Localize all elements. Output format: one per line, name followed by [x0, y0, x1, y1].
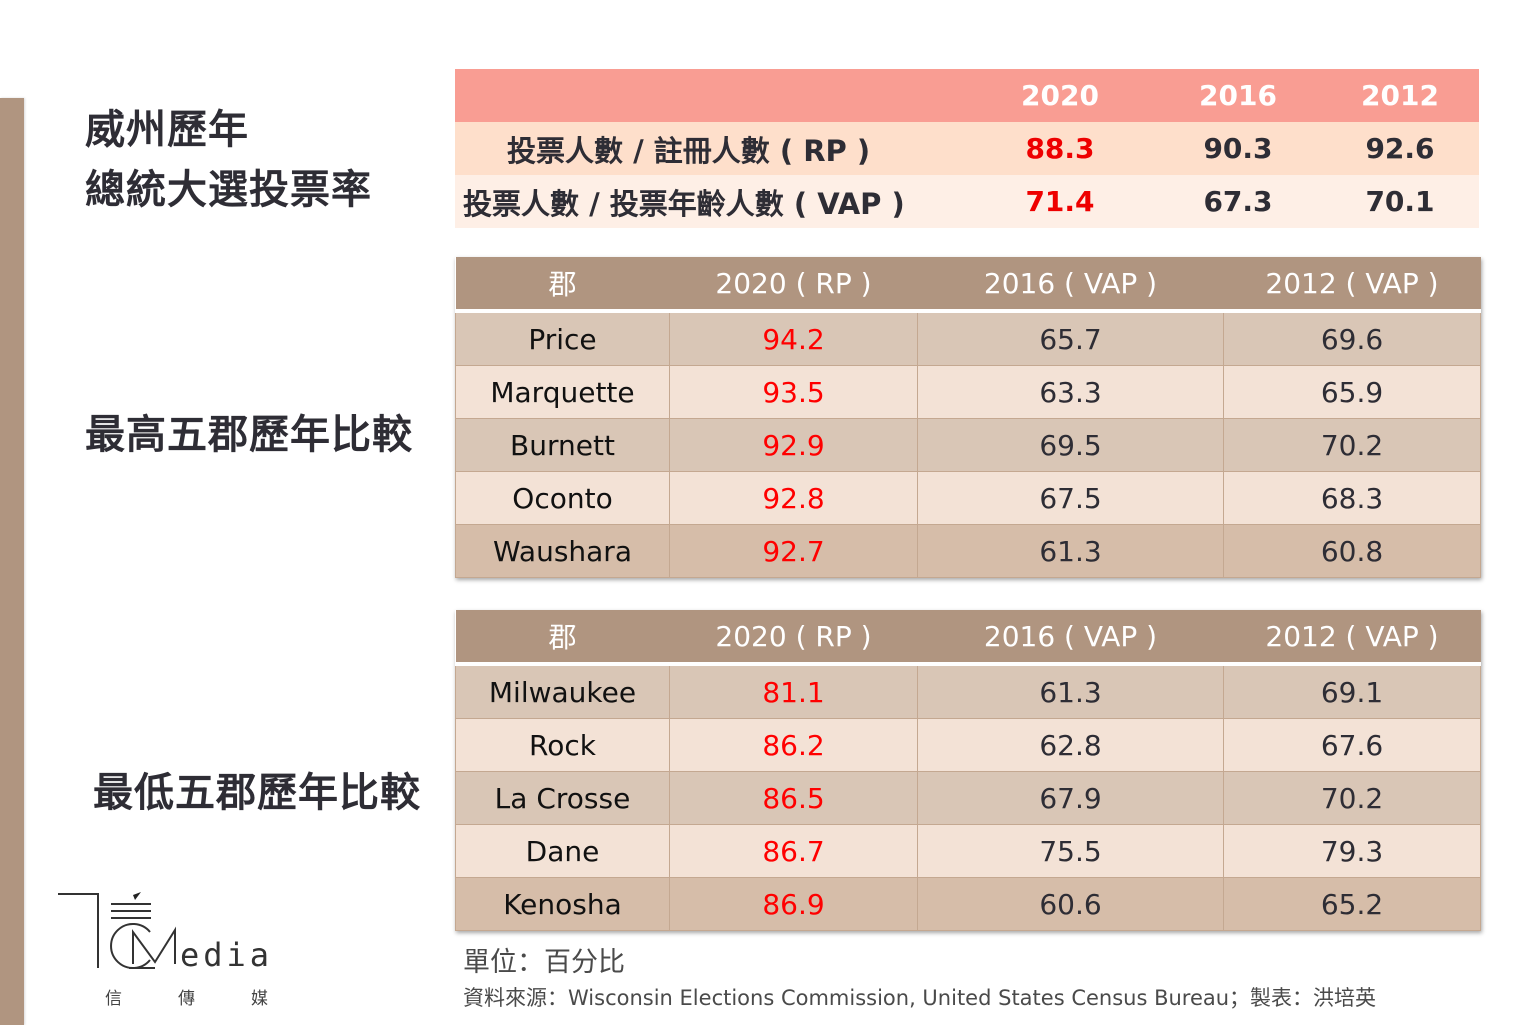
summary-header-2020: 2020: [965, 69, 1155, 122]
turnout-2016: 75.5: [917, 824, 1224, 878]
summary-value-2016: 90.3: [1155, 122, 1321, 175]
turnout-2016: 67.5: [917, 471, 1224, 525]
turnout-2012: 70.2: [1223, 771, 1481, 825]
county-name: Burnett: [455, 418, 670, 472]
turnout-2020: 86.7: [669, 824, 918, 878]
summary-header-2012: 2012: [1321, 69, 1479, 122]
turnout-2020: 81.1: [669, 663, 918, 719]
turnout-2020: 94.2: [669, 310, 918, 366]
main-title: 威州歷年 總統大選投票率: [85, 100, 372, 220]
summary-turnout-table: 2020 2016 2012 投票人數 / 註冊人數 ( RP ) 88.3 9…: [455, 69, 1479, 228]
county-name: Waushara: [455, 524, 670, 578]
county-row: La Crosse 86.5 67.9 70.2: [455, 771, 1481, 825]
turnout-2012: 67.6: [1223, 718, 1481, 772]
header-2020-rp: 2020 ( RP ): [669, 610, 918, 666]
turnout-2016: 61.3: [917, 663, 1224, 719]
turnout-2016: 67.9: [917, 771, 1224, 825]
turnout-2016: 63.3: [917, 365, 1224, 419]
turnout-2016: 62.8: [917, 718, 1224, 772]
low5-title: 最低五郡歷年比較: [93, 770, 421, 816]
turnout-2020: 86.5: [669, 771, 918, 825]
top5-header-row: 郡 2020 ( RP ) 2016 ( VAP ) 2012 ( VAP ): [455, 257, 1481, 313]
county-row: Kenosha 86.9 60.6 65.2: [455, 877, 1481, 931]
low5-header-row: 郡 2020 ( RP ) 2016 ( VAP ) 2012 ( VAP ): [455, 610, 1481, 666]
turnout-2016: 65.7: [917, 310, 1224, 366]
summary-header-row: 2020 2016 2012: [455, 69, 1479, 122]
turnout-2020: 92.8: [669, 471, 918, 525]
header-county: 郡: [455, 257, 670, 313]
county-row: Rock 86.2 62.8 67.6: [455, 718, 1481, 772]
summary-header-2016: 2016: [1155, 69, 1321, 122]
summary-row-rp: 投票人數 / 註冊人數 ( RP ) 88.3 90.3 92.6: [455, 122, 1479, 175]
logo-cn-char: 傳: [178, 989, 195, 1009]
summary-value-2012: 70.1: [1321, 175, 1479, 228]
county-name: Kenosha: [455, 877, 670, 931]
county-row: Dane 86.7 75.5 79.3: [455, 824, 1481, 878]
turnout-2016: 61.3: [917, 524, 1224, 578]
turnout-2012: 65.2: [1223, 877, 1481, 931]
turnout-2020: 86.9: [669, 877, 918, 931]
top5-title: 最高五郡歷年比較: [85, 412, 413, 458]
header-2016-vap: 2016 ( VAP ): [917, 257, 1224, 313]
header-2016-vap: 2016 ( VAP ): [917, 610, 1224, 666]
county-row: Waushara 92.7 61.3 60.8: [455, 524, 1481, 578]
county-row: Milwaukee 81.1 61.3 69.1: [455, 663, 1481, 719]
low5-county-table: 郡 2020 ( RP ) 2016 ( VAP ) 2012 ( VAP ) …: [455, 610, 1481, 931]
header-2012-vap: 2012 ( VAP ): [1223, 610, 1481, 666]
county-row: Price 94.2 65.7 69.6: [455, 310, 1481, 366]
cm-media-logo: edia 信 傳 媒: [55, 890, 285, 1010]
main-title-line2: 總統大選投票率: [85, 167, 372, 213]
county-name: La Crosse: [455, 771, 670, 825]
turnout-2012: 68.3: [1223, 471, 1481, 525]
header-2012-vap: 2012 ( VAP ): [1223, 257, 1481, 313]
summary-value-2012: 92.6: [1321, 122, 1479, 175]
logo-cn-char: 信: [105, 989, 122, 1009]
turnout-2012: 69.6: [1223, 310, 1481, 366]
turnout-2016: 60.6: [917, 877, 1224, 931]
top5-county-table: 郡 2020 ( RP ) 2016 ( VAP ) 2012 ( VAP ) …: [455, 257, 1481, 578]
turnout-2012: 70.2: [1223, 418, 1481, 472]
county-row: Burnett 92.9 69.5 70.2: [455, 418, 1481, 472]
county-row: Marquette 93.5 63.3 65.9: [455, 365, 1481, 419]
summary-value-2020: 71.4: [965, 175, 1155, 228]
side-accent-bar: [0, 98, 24, 1025]
header-2020-rp: 2020 ( RP ): [669, 257, 918, 313]
county-name: Dane: [455, 824, 670, 878]
turnout-2020: 92.9: [669, 418, 918, 472]
county-name: Price: [455, 310, 670, 366]
county-name: Milwaukee: [455, 663, 670, 719]
turnout-2012: 69.1: [1223, 663, 1481, 719]
logo-mark-icon: [58, 892, 176, 969]
logo-cn-char: 媒: [251, 989, 268, 1009]
logo-word: edia: [180, 936, 274, 974]
turnout-2012: 79.3: [1223, 824, 1481, 878]
turnout-2012: 65.9: [1223, 365, 1481, 419]
turnout-2020: 92.7: [669, 524, 918, 578]
turnout-2020: 86.2: [669, 718, 918, 772]
summary-value-2016: 67.3: [1155, 175, 1321, 228]
county-name: Oconto: [455, 471, 670, 525]
header-county: 郡: [455, 610, 670, 666]
turnout-2016: 69.5: [917, 418, 1224, 472]
summary-row-vap: 投票人數 / 投票年齡人數 ( VAP ) 71.4 67.3 70.1: [455, 175, 1479, 228]
county-name: Marquette: [455, 365, 670, 419]
unit-note: 單位：百分比: [463, 947, 625, 978]
source-note: 資料來源：Wisconsin Elections Commission, Uni…: [463, 986, 1377, 1010]
turnout-2012: 60.8: [1223, 524, 1481, 578]
main-title-line1: 威州歷年: [85, 107, 249, 153]
summary-value-2020: 88.3: [965, 122, 1155, 175]
summary-row-label: 投票人數 / 註冊人數 ( RP ): [455, 122, 965, 175]
turnout-2020: 93.5: [669, 365, 918, 419]
summary-row-label: 投票人數 / 投票年齡人數 ( VAP ): [455, 175, 965, 228]
summary-header-blank: [455, 69, 965, 122]
county-row: Oconto 92.8 67.5 68.3: [455, 471, 1481, 525]
county-name: Rock: [455, 718, 670, 772]
